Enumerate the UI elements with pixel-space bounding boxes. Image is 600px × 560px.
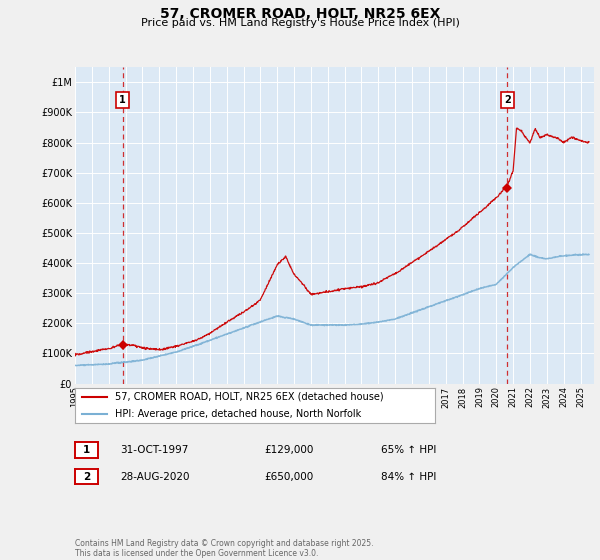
Text: 84% ↑ HPI: 84% ↑ HPI [381,472,436,482]
Text: £129,000: £129,000 [264,445,313,455]
Text: 57, CROMER ROAD, HOLT, NR25 6EX (detached house): 57, CROMER ROAD, HOLT, NR25 6EX (detache… [115,392,383,402]
Text: HPI: Average price, detached house, North Norfolk: HPI: Average price, detached house, Nort… [115,409,361,419]
Text: 28-AUG-2020: 28-AUG-2020 [120,472,190,482]
Text: 57, CROMER ROAD, HOLT, NR25 6EX: 57, CROMER ROAD, HOLT, NR25 6EX [160,7,440,21]
Text: 2: 2 [83,472,90,482]
Text: 31-OCT-1997: 31-OCT-1997 [120,445,188,455]
Text: 1: 1 [83,445,90,455]
Text: Price paid vs. HM Land Registry's House Price Index (HPI): Price paid vs. HM Land Registry's House … [140,18,460,29]
Text: 65% ↑ HPI: 65% ↑ HPI [381,445,436,455]
Text: £650,000: £650,000 [264,472,313,482]
Text: 1: 1 [119,95,126,105]
Text: 2: 2 [504,95,511,105]
Text: Contains HM Land Registry data © Crown copyright and database right 2025.
This d: Contains HM Land Registry data © Crown c… [75,539,373,558]
